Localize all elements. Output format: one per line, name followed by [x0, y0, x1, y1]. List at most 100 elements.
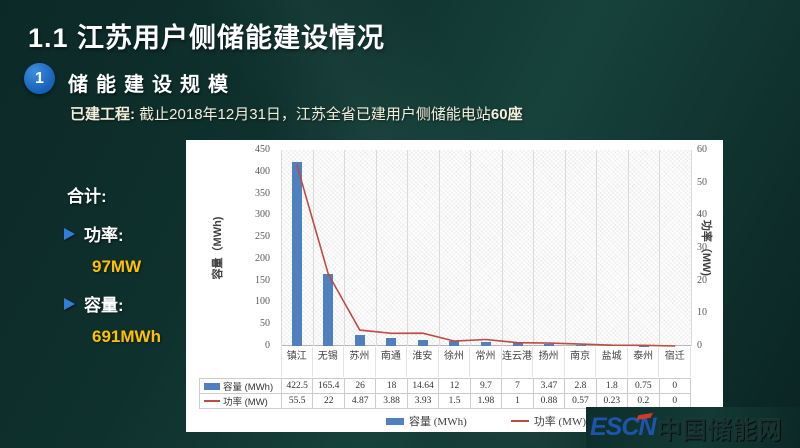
info-text: 截止2018年12月31日，江苏全省已建用户侧储能电站: [135, 106, 491, 123]
left-axis-tick: 300: [255, 209, 270, 221]
gridline: [344, 150, 346, 346]
escn-logo-text: ESCN: [590, 412, 656, 441]
left-axis-tick: 450: [255, 144, 270, 155]
bar-苏州: [354, 334, 365, 346]
table-cell: 1.5: [439, 394, 471, 409]
category-label: 泰州: [628, 347, 660, 377]
bar-无锡: [323, 273, 334, 346]
right-axis-tick: 60: [697, 144, 707, 155]
category-label: 连云港: [502, 347, 534, 377]
info-bold-suffix: 60座: [490, 106, 523, 123]
legend-item: 容量 (MWh): [386, 413, 467, 429]
left-axis-tick: 0: [265, 340, 270, 351]
category-label: 苏州: [344, 347, 376, 377]
gridline: [375, 150, 377, 346]
table-cell: 55.5: [282, 394, 314, 409]
total-label: 容量:: [84, 296, 124, 315]
left-axis-title: 容量（MWh): [212, 216, 224, 280]
gridline: [407, 150, 409, 346]
data-table: 容量 (MWh) 422.5 165.4 26 18 14.64 12 9.7 7 3.47 2.8…: [199, 378, 691, 409]
category-label: 镇江: [281, 347, 313, 377]
table-cell: 2.8: [565, 379, 597, 394]
chart-legend: 容量 (MWh) 功率 (MW): [281, 413, 691, 429]
left-axis-tick: 200: [255, 252, 270, 264]
table-cell: 422.5: [282, 379, 314, 394]
gridline: [501, 150, 503, 346]
table-cell: 0.57: [565, 394, 597, 409]
legend-item: 功率 (MW): [510, 413, 586, 429]
bar-淮安: [417, 339, 428, 346]
line-swatch-icon: [204, 400, 220, 402]
escn-logo: ESCN 中国储能网: [586, 407, 800, 448]
gridline: [438, 150, 440, 346]
category-label: 扬州: [533, 347, 565, 377]
section-heading: 储能建设规模: [68, 74, 236, 96]
category-label: 南通: [376, 347, 408, 377]
table-cell: 3.47: [533, 379, 566, 394]
table-cell: 22: [313, 394, 345, 409]
gridline: [470, 150, 472, 346]
gridline: [596, 150, 598, 346]
gridline: [533, 150, 535, 346]
table-cell: 1: [502, 394, 534, 409]
gridline: [281, 150, 282, 346]
category-label: 常州: [470, 347, 502, 377]
left-axis-tick: 400: [255, 165, 270, 177]
right-axis-tick: 10: [697, 307, 707, 319]
category-label: 无锡: [313, 347, 345, 377]
legend-label: 容量 (MWh): [409, 416, 467, 428]
table-row-label-text: 容量 (MWh): [223, 382, 274, 393]
table-cell: 12: [439, 379, 471, 394]
bar-连云港: [512, 342, 523, 346]
arrow-bullet-icon: [64, 227, 75, 240]
line-swatch-icon: [510, 420, 529, 422]
table-row-label-text: 功率 (MW): [223, 397, 268, 408]
info-line: 已建工程: 截止2018年12月31日，江苏全省已建用户侧储能电站60座: [70, 105, 630, 125]
right-axis-tick: 30: [697, 242, 707, 253]
total-value-power: 97MW: [92, 257, 142, 276]
table-cell: 4.87: [344, 394, 377, 409]
bar-徐州: [449, 340, 460, 346]
bar-swatch-icon: [386, 417, 404, 425]
left-axis-tick: 250: [255, 231, 270, 243]
line-series: [296, 164, 676, 347]
category-label: 宿迁: [659, 347, 691, 377]
info-label: 已建工程:: [70, 106, 135, 123]
right-axis-tick: 40: [697, 209, 707, 221]
left-axis-tick: 50: [260, 318, 270, 330]
table-cell: 1.8: [596, 379, 629, 394]
left-axis-tick: 350: [255, 187, 270, 199]
gridline: [691, 150, 692, 346]
table-cell: 7: [502, 379, 534, 394]
gridline: [564, 150, 566, 346]
bar-swatch-icon: [204, 382, 220, 390]
table-cell: 9.7: [470, 379, 503, 394]
section-number-badge: 1: [24, 63, 55, 94]
table-cell: 18: [376, 379, 408, 394]
category-label: 盐城: [596, 347, 628, 377]
totals-heading: 合计:: [67, 187, 107, 206]
table-cell: 165.4: [313, 379, 345, 394]
totals-block: 合计: 功率: 97MW 容量: 691MWh: [42, 182, 192, 347]
total-item-power: 功率:: [42, 221, 192, 246]
plot-area: [281, 150, 692, 347]
table-cell: 3.88: [376, 394, 408, 409]
gridline: [312, 150, 314, 346]
table-cell: 1.98: [470, 394, 503, 409]
category-axis: 镇江 无锡 苏州 南通 淮安 徐州 常州 连云港 扬州 南京 盐城 泰州 宿迁: [281, 347, 691, 377]
bar-扬州: [544, 344, 555, 346]
total-item-capacity: 容量:: [42, 291, 192, 316]
chart-panel: 容量（MWh) 功率（MW) 450 400 350 300 250 200 150 100 5…: [186, 140, 723, 432]
table-cell: 0.75: [628, 379, 660, 394]
left-axis-tick: 150: [255, 274, 270, 286]
table-row-label: 功率 (MW): [200, 394, 282, 409]
page-title: 1.1 江苏用户侧储能建设情况: [28, 23, 386, 53]
table-cell: 14.64: [407, 379, 440, 394]
table-row-label: 容量 (MWh): [200, 379, 282, 394]
left-axis-tick: 100: [255, 296, 270, 308]
bar-常州: [481, 341, 491, 346]
gridline: [627, 150, 629, 346]
right-axis-tick: 20: [697, 274, 707, 286]
bar-镇江: [291, 161, 302, 346]
